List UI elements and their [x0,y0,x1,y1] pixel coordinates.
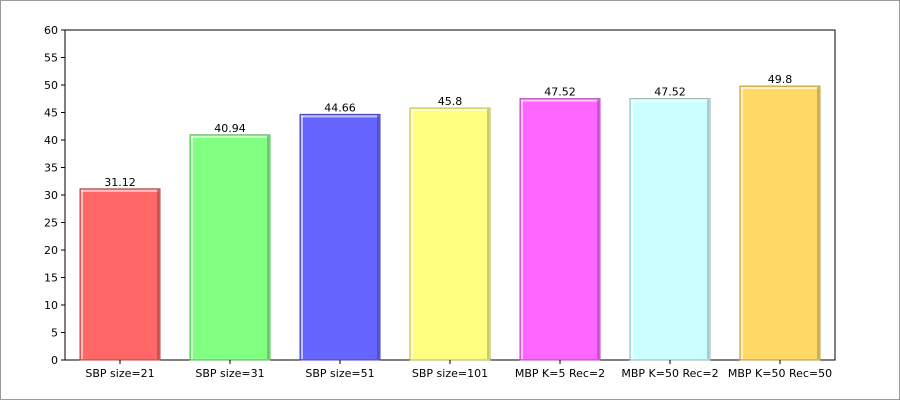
bar [739,85,821,361]
y-tick-label: 25 [44,217,58,230]
bar [409,107,491,361]
bar-shadow [487,109,489,359]
bar-highlight [301,115,303,360]
bar-value-label: 47.52 [654,86,686,99]
x-tick-label: SBP size=51 [305,367,374,380]
x-tick-label: SBP size=101 [412,367,488,380]
value-labels: 31.12 40.94 44.66 45.8 47.52 47.52 49.8 [104,73,792,189]
y-tick-label: 35 [44,162,58,175]
bar-top-highlight [191,135,269,138]
bar-shadow [597,99,599,359]
x-axis: SBP size=21 SBP size=31 SBP size=51 SBP siz… [85,360,832,380]
bar [189,134,271,361]
bar-value-label: 31.12 [104,176,136,189]
bar-top-highlight [521,99,599,102]
bar-rect [629,98,711,361]
bar-shadow [377,115,379,360]
bar-shadow [707,99,709,359]
bar-top-highlight [741,87,819,90]
x-tick-label: MBP K=5 Rec=2 [515,367,605,380]
bar-shadow [157,189,159,359]
bar-highlight [191,135,193,359]
y-tick-label: 40 [44,134,58,147]
bar-rect [519,98,601,361]
y-tick-label: 60 [44,24,58,37]
y-tick-label: 0 [51,354,58,367]
y-tick-label: 30 [44,189,58,202]
y-axis: 0 5 10 15 20 25 30 35 40 45 50 55 60 [44,24,65,367]
bar-shadow [267,135,269,359]
bar-value-label: 47.52 [544,86,576,99]
y-tick-label: 15 [44,272,58,285]
bar-highlight [81,189,83,359]
bar-value-label: 45.8 [438,95,463,108]
bar-value-label: 49.8 [768,73,793,86]
bar-rect [79,188,161,361]
y-tick-label: 10 [44,299,58,312]
bar-highlight [631,99,633,359]
bar [299,113,381,361]
bar-highlight [411,109,413,359]
y-tick-label: 50 [44,79,58,92]
bar-highlight [521,99,523,359]
x-tick-label: SBP size=21 [85,367,154,380]
y-tick-label: 55 [44,52,58,65]
bar-rect [739,85,821,361]
bar [519,98,601,361]
bar-top-highlight [301,115,379,118]
bar-shadow [817,87,819,359]
bar-rect [299,113,381,361]
x-tick-label: MBP K=50 Rec=2 [621,367,718,380]
y-tick-label: 20 [44,244,58,257]
bars [79,85,821,361]
x-tick-label: SBP size=31 [195,367,264,380]
x-tick-label: MBP K=50 Rec=50 [728,367,832,380]
bar-rect [189,134,271,361]
bar-highlight [741,87,743,359]
bar [629,98,711,361]
bar-value-label: 44.66 [324,101,356,114]
bar [79,188,161,361]
bar-top-highlight [411,109,489,112]
y-tick-label: 45 [44,107,58,120]
bar-rect [409,107,491,361]
y-tick-label: 5 [51,327,58,340]
bar-top-highlight [631,99,709,102]
bar-value-label: 40.94 [214,122,246,135]
bar-top-highlight [81,189,159,192]
